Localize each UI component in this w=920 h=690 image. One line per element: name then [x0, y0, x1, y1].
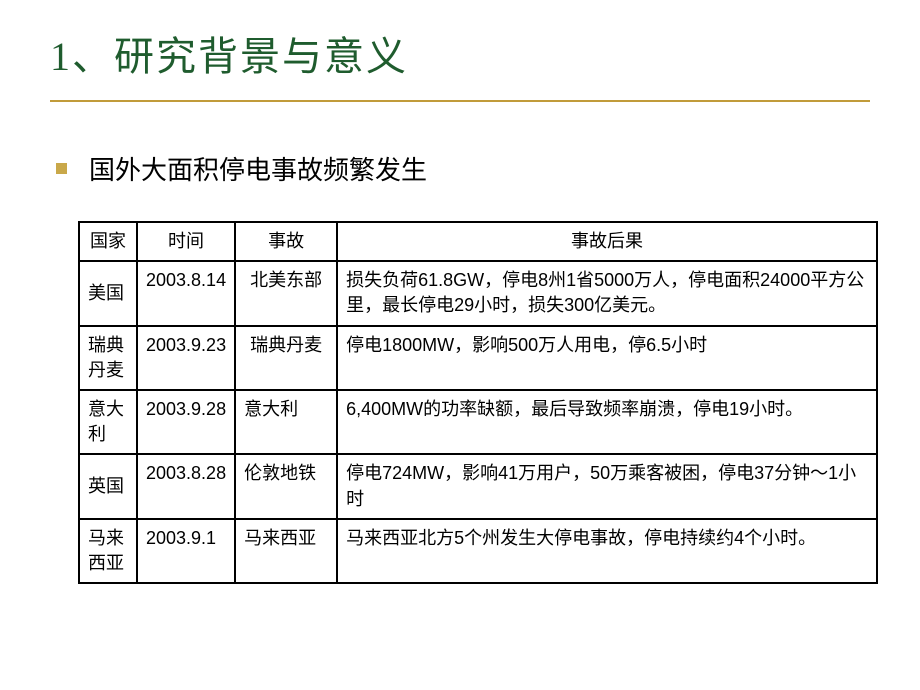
outage-table: 国家 时间 事故 事故后果 美国 2003.8.14 北美东部 损失负荷61.8… [78, 221, 878, 584]
cell-country: 英国 [79, 454, 137, 518]
table-row: 意大利 2003.9.28 意大利 6,400MW的功率缺额，最后导致频率崩溃，… [79, 390, 877, 454]
table-row: 马来西亚 2003.9.1 马来西亚 马来西亚北方5个州发生大停电事故，停电持续… [79, 519, 877, 583]
col-header-result: 事故后果 [337, 222, 877, 261]
table-row: 英国 2003.8.28 伦敦地铁 停电724MW，影响41万用户，50万乘客被… [79, 454, 877, 518]
cell-time: 2003.8.14 [137, 261, 235, 325]
cell-result: 6,400MW的功率缺额，最后导致频率崩溃，停电19小时。 [337, 390, 877, 454]
cell-event: 北美东部 [235, 261, 337, 325]
col-header-country: 国家 [79, 222, 137, 261]
cell-country: 马来西亚 [79, 519, 137, 583]
slide: 1、研究背景与意义 国外大面积停电事故频繁发生 国家 时间 事故 事故后果 美国… [0, 0, 920, 690]
cell-result: 停电724MW，影响41万用户，50万乘客被困，停电37分钟～1小时 [337, 454, 877, 518]
title-block: 1、研究背景与意义 [50, 24, 870, 102]
cell-result: 损失负荷61.8GW，停电8州1省5000万人，停电面积24000平方公里，最长… [337, 261, 877, 325]
cell-country: 意大利 [79, 390, 137, 454]
cell-country: 瑞典丹麦 [79, 326, 137, 390]
bullet-text: 国外大面积停电事故频繁发生 [89, 150, 427, 187]
cell-time: 2003.9.1 [137, 519, 235, 583]
cell-country: 美国 [79, 261, 137, 325]
page-title: 1、研究背景与意义 [50, 24, 870, 82]
table-row: 美国 2003.8.14 北美东部 损失负荷61.8GW，停电8州1省5000万… [79, 261, 877, 325]
table-container: 国家 时间 事故 事故后果 美国 2003.8.14 北美东部 损失负荷61.8… [78, 221, 870, 584]
col-header-time: 时间 [137, 222, 235, 261]
cell-time: 2003.9.23 [137, 326, 235, 390]
bullet-row: 国外大面积停电事故频繁发生 [56, 150, 870, 187]
cell-event: 马来西亚 [235, 519, 337, 583]
col-header-event: 事故 [235, 222, 337, 261]
table-header-row: 国家 时间 事故 事故后果 [79, 222, 877, 261]
cell-event: 意大利 [235, 390, 337, 454]
cell-time: 2003.9.28 [137, 390, 235, 454]
bullet-icon [56, 163, 67, 174]
cell-result: 马来西亚北方5个州发生大停电事故，停电持续约4个小时。 [337, 519, 877, 583]
cell-event: 伦敦地铁 [235, 454, 337, 518]
table-row: 瑞典丹麦 2003.9.23 瑞典丹麦 停电1800MW，影响500万人用电，停… [79, 326, 877, 390]
cell-event: 瑞典丹麦 [235, 326, 337, 390]
cell-result: 停电1800MW，影响500万人用电，停6.5小时 [337, 326, 877, 390]
cell-time: 2003.8.28 [137, 454, 235, 518]
